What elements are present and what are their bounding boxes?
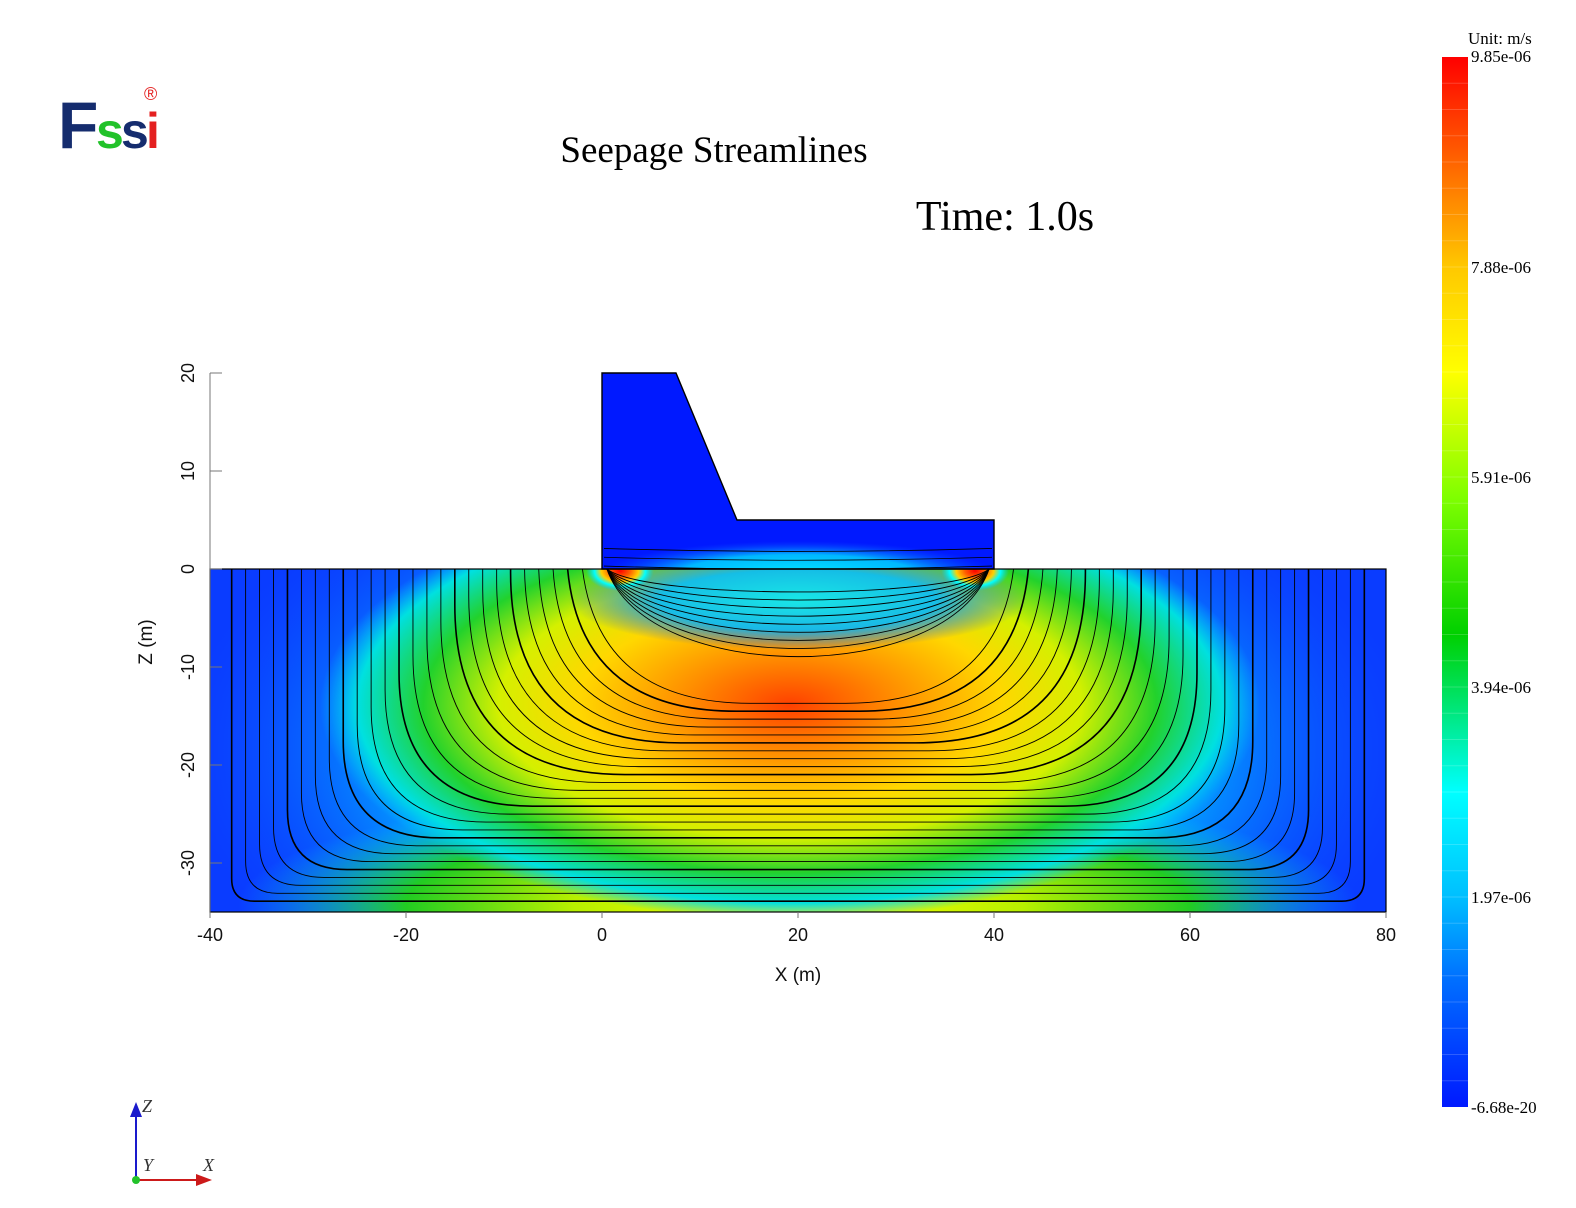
foundation-streamline-22 <box>538 569 1058 728</box>
colorbar-label-3: 3.94e-06 <box>1471 678 1531 697</box>
foundation-streamline-5 <box>300 569 1296 863</box>
foundation-streamline-15 <box>440 569 1156 783</box>
logo-text: F <box>58 88 98 162</box>
y-tick-label-3: -10 <box>178 654 198 680</box>
colorbar-labels: 9.85e-06 7.88e-06 5.91e-06 3.94e-06 1.97e-06… <box>1471 47 1537 1117</box>
foundation-streamline-14 <box>426 569 1170 791</box>
fssi-logo: F s s i ® <box>58 84 160 162</box>
colorbar-gradient <box>1442 57 1468 1107</box>
x-tick-label-4: 40 <box>984 925 1004 945</box>
registered-mark: ® <box>144 84 157 104</box>
colorbar-label-1: 7.88e-06 <box>1471 258 1531 277</box>
y-axis-dot-icon <box>132 1176 140 1184</box>
foundation-streamline-25 <box>579 569 1017 704</box>
x-ticks: -40 -20 0 20 40 60 80 <box>197 912 1396 945</box>
y-ticks: 20 10 0 -10 -20 -30 <box>178 363 222 876</box>
colorbar-label-0: 9.85e-06 <box>1471 47 1531 66</box>
foundation-streamline-10 <box>370 569 1226 823</box>
dam-cyan <box>602 541 994 569</box>
foundation-streamline-18 <box>482 569 1114 760</box>
x-tick-label-6: 80 <box>1376 925 1396 945</box>
foundation-streamline-7 <box>328 569 1268 847</box>
dam-streamlines <box>603 548 993 569</box>
axes-triad: Z Y X <box>130 1096 215 1186</box>
foundation-streamline-6 <box>314 569 1282 855</box>
foundation-field <box>210 569 1386 912</box>
dam-streamline-0 <box>603 565 993 569</box>
foundation-streamline-23 <box>551 569 1045 720</box>
y-tick-label-5: -30 <box>178 850 198 876</box>
foundation-streamline-12 <box>398 569 1198 807</box>
colorbar-unit: Unit: m/s <box>1468 29 1532 48</box>
y-tick-label-4: -20 <box>178 752 198 778</box>
triad-y-label: Y <box>143 1155 155 1175</box>
svg-text:s: s <box>121 103 149 159</box>
foundation-streamlines <box>230 569 1366 902</box>
x-tick-label-5: 60 <box>1180 925 1200 945</box>
foundation-streamline-20 <box>509 569 1087 744</box>
triad-x-label: X <box>202 1155 215 1175</box>
toe-streamline-7 <box>606 569 990 649</box>
dam-base <box>602 373 994 569</box>
toe-streamline-3 <box>606 569 990 617</box>
colorbar-label-5: -6.68e-20 <box>1471 1098 1537 1117</box>
foundation-streamline-24 <box>565 569 1031 713</box>
dam-streamline-1 <box>603 556 993 561</box>
foundation-streamline-16 <box>454 569 1142 776</box>
colorbar-label-2: 5.91e-06 <box>1471 468 1531 487</box>
y-tick-label-1: 10 <box>178 461 198 481</box>
colorbar-label-4: 1.97e-06 <box>1471 888 1531 907</box>
y-tick-label-0: 20 <box>178 363 198 383</box>
svg-text:i: i <box>146 103 160 159</box>
foundation-streamline-2 <box>259 569 1337 886</box>
foundation-streamline-11 <box>384 569 1212 815</box>
y-tick-label-2: 0 <box>178 564 198 574</box>
plot-area: 20 10 0 -10 -20 -30 -40 -20 0 20 40 60 80 X (m) Z (… <box>136 363 1396 986</box>
x-tick-label-0: -40 <box>197 925 223 945</box>
dam-streamline-2 <box>603 548 993 552</box>
x-arrow-icon <box>196 1174 212 1186</box>
toe-streamline-1 <box>606 569 990 601</box>
foundation-streamline-13 <box>412 569 1184 799</box>
svg-text:s: s <box>96 103 124 159</box>
foundation-streamline-0 <box>230 569 1366 902</box>
foundation-streamline-17 <box>468 569 1128 768</box>
x-tick-label-2: 0 <box>597 925 607 945</box>
y-axis-label: Z (m) <box>136 619 157 664</box>
foundation-streamline-9 <box>356 569 1240 831</box>
toe-streamline-4 <box>606 569 990 625</box>
core-zone <box>320 569 1260 912</box>
foundation-streamline-4 <box>286 569 1310 871</box>
toe-streamline-6 <box>606 569 990 641</box>
toe-streamline-2 <box>606 569 990 609</box>
toe-streamline-0 <box>606 569 990 593</box>
z-arrow-icon <box>130 1102 142 1117</box>
upper-cyan <box>568 569 1028 650</box>
x-tick-label-3: 20 <box>788 925 808 945</box>
foundation-streamline-8 <box>342 569 1254 839</box>
foundation-streamline-1 <box>245 569 1351 894</box>
foundation-streamline-21 <box>524 569 1072 736</box>
toe-streamline-5 <box>606 569 990 633</box>
triad-z-label: Z <box>142 1096 153 1116</box>
chart-subtitle: Time: 1.0s <box>916 194 1094 240</box>
chart-title: Seepage Streamlines <box>560 130 867 171</box>
foundation-streamline-19 <box>496 569 1100 752</box>
colorbar-bands <box>1442 82 1468 1082</box>
x-tick-label-1: -20 <box>393 925 419 945</box>
foundation-streamline-3 <box>273 569 1323 878</box>
x-axis-label: X (m) <box>775 965 821 986</box>
toe-streamline-8 <box>606 569 990 658</box>
colorbar: Unit: m/s 9.85e-06 7.88e-06 5.91e-06 3.94e-… <box>1442 29 1537 1117</box>
